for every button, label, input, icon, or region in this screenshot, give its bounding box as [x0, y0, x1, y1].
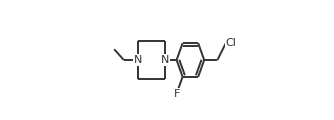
Text: N: N [160, 55, 169, 65]
Text: N: N [133, 55, 142, 65]
Text: Cl: Cl [226, 38, 237, 48]
Text: F: F [173, 89, 180, 99]
